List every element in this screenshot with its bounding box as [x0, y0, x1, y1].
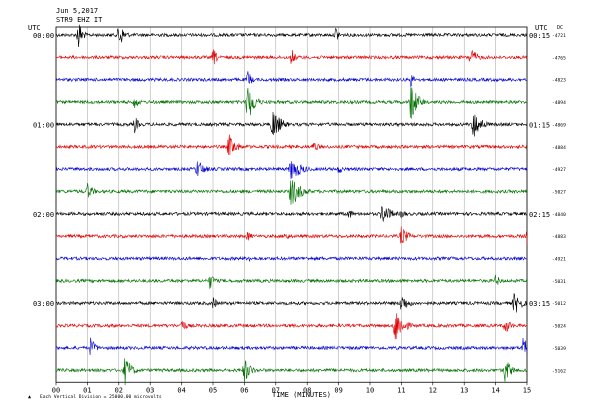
dc-offset-label: -4927 [552, 167, 566, 173]
dc-offset-label: -4765 [552, 55, 566, 61]
x-tick-label: 07 [272, 386, 280, 394]
seismic-trace [55, 134, 528, 156]
seismic-trace [55, 24, 528, 48]
grid-lines [55, 26, 528, 383]
dc-offset-label: -4894 [552, 100, 566, 106]
seismic-trace [55, 49, 528, 65]
dc-offset-label: -4921 [552, 257, 566, 263]
dc-offset-label: -4721 [552, 33, 566, 39]
x-tick-label: 04 [177, 386, 185, 394]
seismic-trace [55, 111, 528, 137]
seismic-trace [55, 180, 528, 205]
seismic-trace [55, 313, 528, 340]
left-time-label: 01:00 [33, 121, 54, 129]
dc-offset-label: -4883 [552, 234, 566, 240]
x-tick-label: 15 [523, 386, 531, 394]
x-tick-label: 14 [491, 386, 499, 394]
dc-offset-label: -5031 [552, 279, 566, 285]
date-label: Jun 5,2017 [56, 7, 98, 15]
left-time-labels: 00:00 01:00 02:00 03:00 [33, 32, 54, 308]
seismic-trace [55, 226, 528, 245]
seismic-trace [55, 293, 528, 313]
right-time-label: 01:15 [529, 121, 550, 129]
left-axis-title: UTC [28, 24, 41, 32]
seismic-trace [55, 358, 528, 386]
x-tick-label: 08 [303, 386, 311, 394]
dc-title: DC [557, 25, 563, 31]
traces [55, 24, 528, 386]
dc-offset-labels: -4721 -4765 -4823 -4894 -4869 -4884 -4927 -5027… [552, 33, 566, 374]
right-axis-title: UTC [535, 24, 548, 32]
dc-offset-label: -5024 [552, 324, 566, 330]
dc-offset-label: -4884 [552, 145, 566, 151]
right-time-label: 02:15 [529, 211, 550, 219]
seismic-trace [55, 71, 528, 88]
x-tick-label: 09 [334, 386, 342, 394]
seismic-trace [55, 206, 528, 222]
x-axis-ticks: 00 01 02 03 04 05 06 07 08 09 10 11 12 13 14 15 [52, 382, 531, 394]
x-tick-label: 02 [115, 386, 123, 394]
dc-offset-label: -4840 [552, 212, 566, 218]
left-time-label: 02:00 [33, 211, 54, 219]
x-tick-label: 12 [429, 386, 437, 394]
x-tick-label: 00 [52, 386, 60, 394]
seismic-trace [55, 87, 528, 119]
seismic-trace [55, 274, 528, 289]
right-time-labels: 00:15 01:15 02:15 03:15 [529, 32, 550, 308]
x-axis-label: TIME (MINUTES) [272, 391, 331, 399]
dc-offset-label: -5039 [552, 346, 566, 352]
x-tick-label: 01 [83, 386, 91, 394]
scale-note: Each Vertical Division = 25000.00 microv… [40, 394, 162, 400]
x-tick-label: 10 [366, 386, 374, 394]
seismic-trace [55, 255, 528, 263]
dc-offset-label: -4869 [552, 122, 566, 128]
dc-offset-label: -5012 [552, 301, 566, 307]
dc-offset-label: -5162 [552, 368, 566, 374]
x-tick-label: 05 [209, 386, 217, 394]
seismic-trace [55, 161, 528, 180]
right-time-label: 00:15 [529, 32, 550, 40]
dc-offset-label: -4823 [552, 78, 566, 84]
x-tick-label: 06 [240, 386, 248, 394]
left-time-label: 00:00 [33, 32, 54, 40]
plot-frame [55, 26, 528, 383]
scale-marker-icon: ▲ [28, 394, 31, 400]
x-tick-label: 11 [397, 386, 405, 394]
x-tick-label: 13 [460, 386, 468, 394]
x-tick-label: 03 [146, 386, 154, 394]
station-label: STR9 EHZ IT [56, 16, 103, 24]
seismic-trace [55, 337, 528, 356]
left-time-label: 03:00 [33, 300, 54, 308]
dc-offset-label: -5027 [552, 189, 566, 195]
right-time-label: 03:15 [529, 300, 550, 308]
